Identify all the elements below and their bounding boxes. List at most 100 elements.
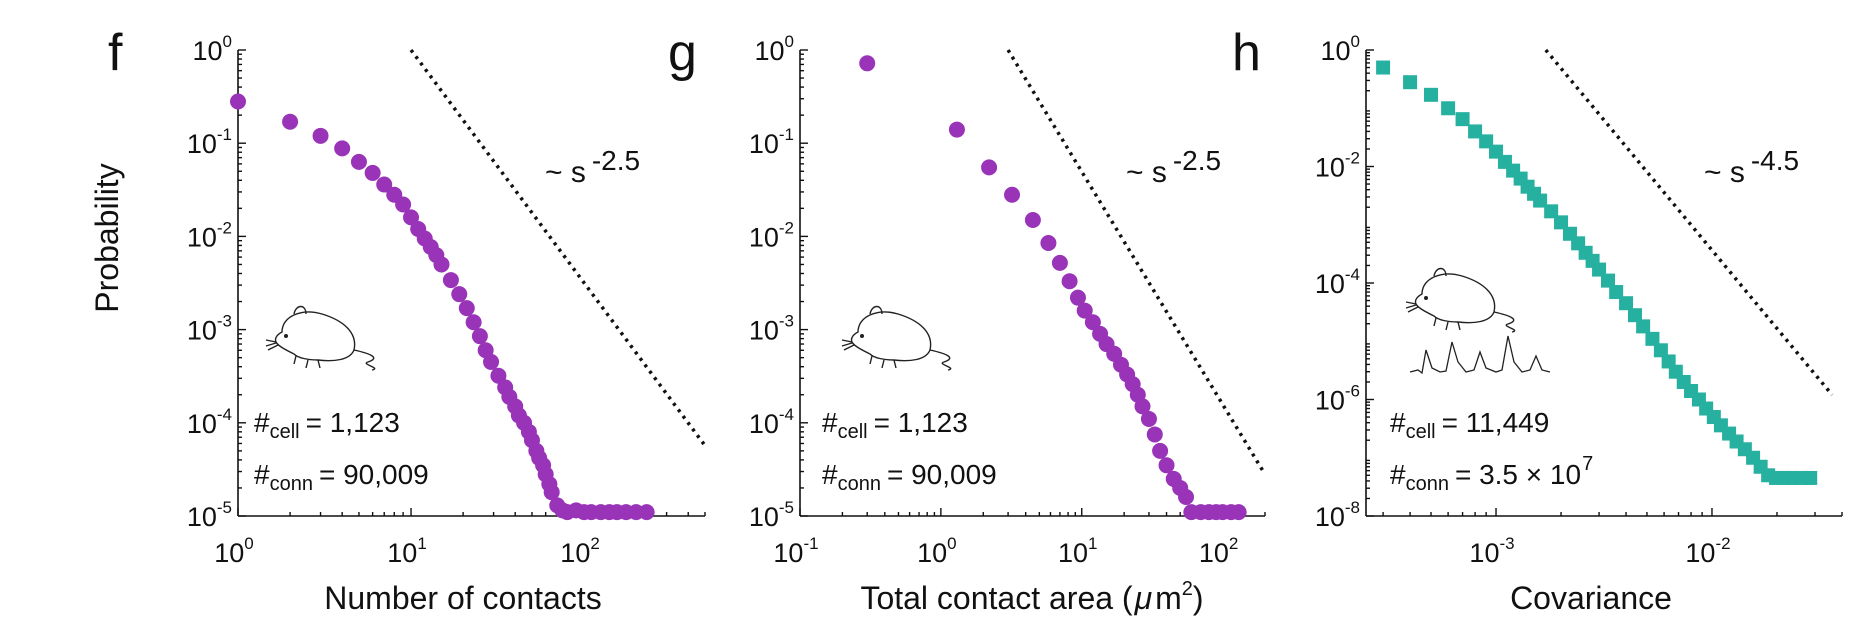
- y-tick-label-g: 10-4: [749, 405, 794, 439]
- x-tick-label-g: 10-1: [773, 534, 818, 568]
- data-point-f: [483, 353, 500, 370]
- data-point-f: [433, 256, 450, 273]
- data-point-h: [1627, 308, 1642, 323]
- data-point-h: [1544, 204, 1559, 219]
- x-axis-label-g-main: Total contact area (: [860, 580, 1132, 616]
- data-point-h: [1609, 285, 1624, 300]
- data-point-f: [451, 286, 468, 303]
- data-point-h: [1645, 331, 1660, 346]
- data-point-f: [543, 484, 560, 501]
- y-tick-label-f: 10-5: [187, 498, 232, 532]
- data-point-g: [948, 121, 965, 138]
- data-point-h: [1803, 470, 1818, 485]
- data-point-f: [395, 196, 412, 213]
- data-point-f: [403, 209, 420, 226]
- data-point-g: [1076, 302, 1093, 319]
- data-point-f: [490, 367, 507, 384]
- panel-h: h Covariance 10-8 10-6 10-4 10-2 100 10-3 10-2…: [1232, 24, 1843, 616]
- x-tick-label-f: 102: [560, 534, 600, 568]
- y-tick-label-f: 10-3: [187, 312, 232, 346]
- stat-conn-f: #conn = 90,009: [254, 459, 429, 495]
- y-tick-label-h: 100: [1320, 32, 1360, 66]
- y-tick-label-h: 10-2: [1315, 149, 1360, 183]
- y-tick-label-g: 100: [754, 32, 794, 66]
- y-tick-label-g: 10-2: [749, 218, 794, 252]
- data-point-h: [1600, 273, 1615, 288]
- x-tick-label-g: 100: [917, 534, 957, 568]
- y-tick-label-g: 10-1: [749, 125, 794, 159]
- data-point-g: [1061, 273, 1078, 290]
- y-tick-label-f: 10-4: [187, 405, 232, 439]
- data-point-g: [1158, 457, 1175, 474]
- stat-conn-g: #conn = 90,009: [822, 459, 997, 495]
- mouse-icon: [841, 305, 952, 371]
- power-law-reference-line-f: [409, 48, 707, 447]
- data-point-g: [1140, 410, 1157, 427]
- panel-f: f Number of contacts 10-5 10-4 10-3 10-2 10-…: [108, 24, 707, 616]
- x-tick-label-h: 10-2: [1685, 534, 1730, 568]
- data-point-f: [376, 176, 393, 193]
- stat-cell-g: #cell = 1,123: [822, 407, 968, 443]
- panel-g: g Total contact area (μm2) 10-5 10-4 10-3 1…: [668, 24, 1267, 616]
- data-point-f: [364, 164, 381, 181]
- data-point-h: [1376, 60, 1391, 75]
- data-point-h: [1441, 101, 1456, 116]
- data-point-h: [1554, 215, 1569, 230]
- x-axis-label-g-sup: 2: [1182, 578, 1193, 600]
- y-tick-label-f: 100: [192, 32, 232, 66]
- data-point-f: [638, 504, 655, 521]
- data-point-g: [1084, 314, 1101, 331]
- data-point-h: [1636, 319, 1651, 334]
- stat-cell-f: #cell = 1,123: [254, 407, 400, 443]
- data-point-g: [1178, 488, 1195, 505]
- data-point-f: [471, 328, 488, 345]
- calcium-trace-icon: [1409, 335, 1551, 375]
- data-point-g: [859, 55, 876, 72]
- x-axis-label-h: Covariance: [1510, 580, 1672, 616]
- y-tick-label-g: 10-5: [749, 498, 794, 532]
- plot-area-h: 10-8 10-6 10-4 10-2 100 10-3 10-2 ~ s -4.5 #cell =…: [1315, 32, 1843, 568]
- slope-annotation-f: ~ s -2.5: [545, 145, 640, 189]
- x-axis-label-g-close: ): [1193, 580, 1204, 616]
- x-axis-label-g: Total contact area (μm2): [860, 578, 1203, 616]
- data-point-g: [1134, 398, 1151, 415]
- x-tick-label-g: 101: [1058, 534, 1098, 568]
- data-point-f: [458, 300, 475, 317]
- y-tick-label-h: 10-8: [1315, 498, 1360, 532]
- panel-letter-h: h: [1232, 24, 1261, 82]
- panel-letter-g: g: [668, 24, 697, 82]
- y-tick-label-g: 10-3: [749, 312, 794, 346]
- x-axis-label-g-m: m: [1155, 580, 1182, 616]
- x-tick-label-h: 10-3: [1469, 534, 1514, 568]
- stat-cell-h: #cell = 11,449: [1390, 407, 1549, 443]
- y-tick-label-h: 10-6: [1315, 382, 1360, 416]
- x-tick-label-f: 101: [387, 534, 427, 568]
- data-point-f: [230, 93, 246, 110]
- x-axis-label-f: Number of contacts: [324, 580, 601, 616]
- data-point-f: [282, 113, 299, 130]
- stat-conn-h: #conn = 3.5 × 107: [1390, 453, 1593, 495]
- data-point-g: [981, 159, 998, 176]
- data-point-f: [350, 153, 367, 170]
- y-tick-label-f: 10-2: [187, 218, 232, 252]
- x-tick-label-g: 102: [1199, 534, 1239, 568]
- slope-annotation-h: ~ s -4.5: [1704, 145, 1799, 189]
- mouse-icon: [1405, 267, 1516, 333]
- data-point-h: [1592, 262, 1607, 277]
- data-point-g: [1152, 442, 1169, 459]
- data-point-h: [1468, 124, 1483, 139]
- y-tick-label-h: 10-4: [1315, 265, 1360, 299]
- power-law-reference-line-h: [1544, 48, 1834, 397]
- data-point-f: [465, 314, 482, 331]
- data-point-h: [1455, 112, 1470, 127]
- data-point-h: [1403, 75, 1418, 90]
- data-point-g: [1230, 504, 1247, 521]
- data-point-h: [1533, 193, 1548, 208]
- panel-letter-f: f: [108, 24, 123, 82]
- data-point-g: [1146, 426, 1163, 443]
- y-tick-label-f: 10-1: [187, 125, 232, 159]
- data-point-g: [1040, 234, 1057, 251]
- data-point-f: [312, 127, 329, 144]
- mouse-icon: [265, 305, 376, 371]
